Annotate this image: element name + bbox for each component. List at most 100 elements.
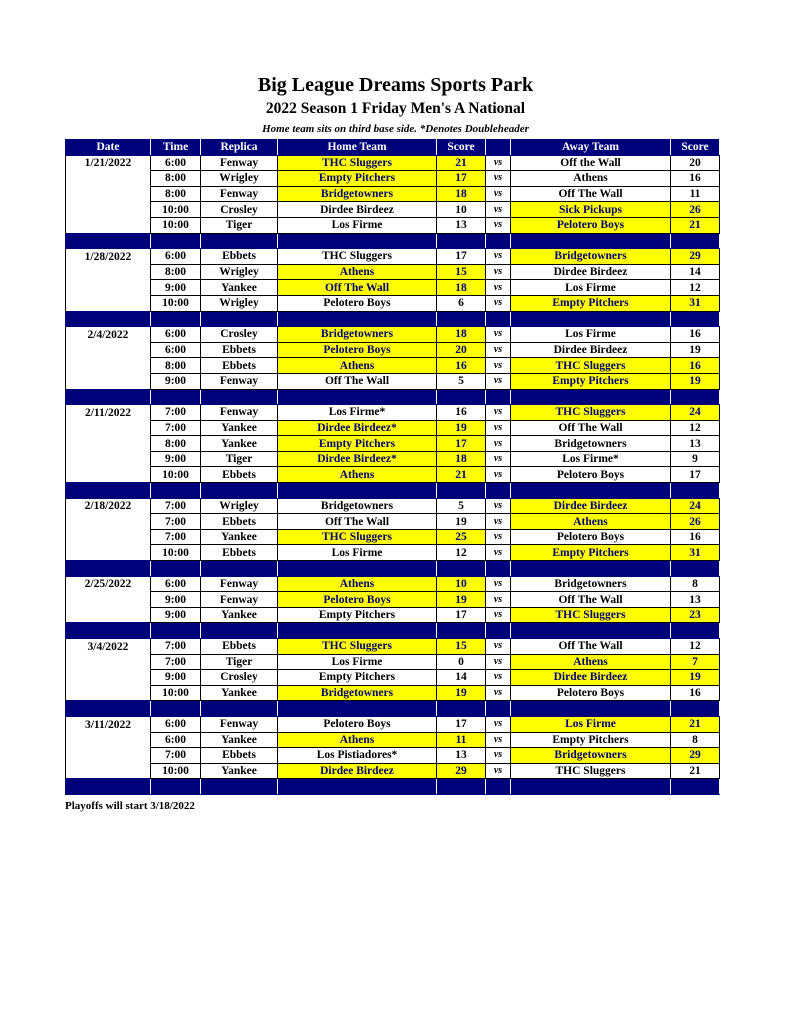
replica-cell: Fenway bbox=[200, 185, 278, 203]
away-team-cell: Dirdee Birdeez bbox=[510, 341, 671, 359]
home-team-cell: Athens bbox=[277, 357, 437, 374]
date-cell bbox=[65, 186, 151, 202]
replica-cell: Fenway bbox=[200, 372, 278, 390]
separator-cell bbox=[670, 232, 720, 250]
separator-cell bbox=[150, 482, 201, 499]
home-team-cell: Dirdee Birdeez bbox=[277, 762, 437, 780]
home-team-cell: Pelotero Boys bbox=[277, 294, 437, 312]
vs-label: vs bbox=[485, 731, 511, 749]
home-team-cell: Athens bbox=[277, 575, 437, 593]
table-row: 2/18/2022 7:00 Wrigley Bridgetowners 5 vs Dird… bbox=[65, 497, 720, 515]
replica-cell: Crosley bbox=[200, 326, 278, 343]
home-score-cell: 13 bbox=[436, 747, 486, 764]
separator-cell bbox=[436, 560, 486, 577]
vs-label: vs bbox=[485, 497, 511, 515]
away-score-cell: 24 bbox=[670, 497, 720, 515]
time-cell: 10:00 bbox=[150, 216, 201, 234]
table-row: 3/4/2022 7:00 Ebbets THC Sluggers 15 vs Off Th… bbox=[65, 638, 720, 655]
home-team-cell: Athens bbox=[277, 731, 437, 749]
vs-label: vs bbox=[485, 544, 511, 562]
replica-cell: Tiger bbox=[200, 653, 278, 671]
home-team-cell: Bridgetowners bbox=[277, 497, 437, 515]
replica-cell: Fenway bbox=[200, 575, 278, 593]
away-team-cell: Pelotero Boys bbox=[510, 528, 671, 546]
away-score-cell: 16 bbox=[670, 326, 720, 343]
date-cell bbox=[65, 669, 151, 686]
vs-label: vs bbox=[485, 419, 511, 437]
separator-cell bbox=[510, 310, 671, 328]
separator-cell bbox=[277, 700, 437, 717]
vs-label: vs bbox=[485, 170, 511, 187]
home-score-cell: 17 bbox=[436, 435, 486, 452]
home-team-cell: Dirdee Birdeez* bbox=[277, 419, 437, 437]
time-cell: 8:00 bbox=[150, 435, 201, 452]
away-score-cell: 9 bbox=[670, 450, 720, 468]
table-row: 8:00 Wrigley Empty Pitchers 17 vs Athens 16 bbox=[65, 170, 720, 187]
separator-cell bbox=[436, 232, 486, 250]
away-score-cell: 12 bbox=[670, 279, 720, 296]
home-team-cell: Empty Pitchers bbox=[277, 435, 437, 452]
away-team-cell: THC Sluggers bbox=[510, 606, 671, 624]
playoffs-note: Playoffs will start 3/18/2022 bbox=[65, 800, 195, 812]
away-score-cell: 26 bbox=[670, 201, 720, 218]
away-team-cell: Off The Wall bbox=[510, 591, 671, 608]
separator-cell bbox=[485, 310, 511, 328]
separator-cell bbox=[485, 622, 511, 639]
vs-label: vs bbox=[485, 513, 511, 530]
table-row: 10:00 Yankee Bridgetowners 19 vs Pelotero Boy… bbox=[65, 684, 720, 702]
col-date: Date bbox=[65, 139, 151, 156]
date-cell bbox=[65, 435, 151, 452]
separator-cell bbox=[200, 622, 278, 639]
home-team-cell: Pelotero Boys bbox=[277, 591, 437, 608]
home-score-cell: 19 bbox=[436, 591, 486, 608]
week-separator bbox=[65, 778, 720, 795]
home-team-cell: Empty Pitchers bbox=[277, 170, 437, 187]
table-row: 1/28/2022 6:00 Ebbets THC Sluggers 17 vs Bridg… bbox=[65, 248, 720, 265]
separator-cell bbox=[277, 310, 437, 328]
col-vs bbox=[485, 139, 511, 156]
home-score-cell: 18 bbox=[436, 450, 486, 468]
home-score-cell: 0 bbox=[436, 653, 486, 671]
home-score-cell: 18 bbox=[436, 279, 486, 296]
date-cell bbox=[65, 295, 151, 312]
vs-label: vs bbox=[485, 185, 511, 203]
separator-cell bbox=[277, 778, 437, 795]
away-team-cell: Athens bbox=[510, 513, 671, 530]
separator-cell bbox=[150, 388, 201, 406]
away-team-cell: Sick Pickups bbox=[510, 201, 671, 218]
separator-cell bbox=[670, 622, 720, 639]
vs-label: vs bbox=[485, 263, 511, 281]
away-team-cell: Empty Pitchers bbox=[510, 731, 671, 749]
away-score-cell: 21 bbox=[670, 216, 720, 234]
vs-label: vs bbox=[485, 762, 511, 780]
table-row: 10:00 Wrigley Pelotero Boys 6 vs Empty Pitche… bbox=[65, 294, 720, 312]
replica-cell: Ebbets bbox=[200, 341, 278, 359]
week-separator bbox=[65, 560, 720, 577]
away-team-cell: Off the Wall bbox=[510, 154, 671, 172]
replica-cell: Ebbets bbox=[200, 248, 278, 265]
table-row: 2/11/2022 7:00 Fenway Los Firme* 16 vs THC Slu… bbox=[65, 404, 720, 421]
away-team-cell: THC Sluggers bbox=[510, 357, 671, 374]
home-team-cell: Athens bbox=[277, 466, 437, 484]
time-cell: 7:00 bbox=[150, 528, 201, 546]
separator-cell bbox=[510, 232, 671, 250]
date-cell bbox=[65, 529, 151, 545]
vs-label: vs bbox=[485, 528, 511, 546]
col-home-score: Score bbox=[436, 139, 486, 156]
away-score-cell: 8 bbox=[670, 575, 720, 593]
away-score-cell: 16 bbox=[670, 684, 720, 702]
replica-cell: Yankee bbox=[200, 419, 278, 437]
time-cell: 6:00 bbox=[150, 715, 201, 733]
away-score-cell: 31 bbox=[670, 544, 720, 562]
replica-cell: Yankee bbox=[200, 731, 278, 749]
away-score-cell: 21 bbox=[670, 762, 720, 780]
vs-label: vs bbox=[485, 435, 511, 452]
separator-cell bbox=[65, 232, 151, 250]
separator-cell bbox=[485, 778, 511, 795]
col-away-team: Away Team bbox=[510, 139, 671, 156]
separator-cell bbox=[65, 778, 151, 795]
date-cell bbox=[65, 201, 151, 218]
separator-cell bbox=[150, 560, 201, 577]
col-time: Time bbox=[150, 139, 201, 156]
home-team-cell: Dirdee Birdeez bbox=[277, 201, 437, 218]
